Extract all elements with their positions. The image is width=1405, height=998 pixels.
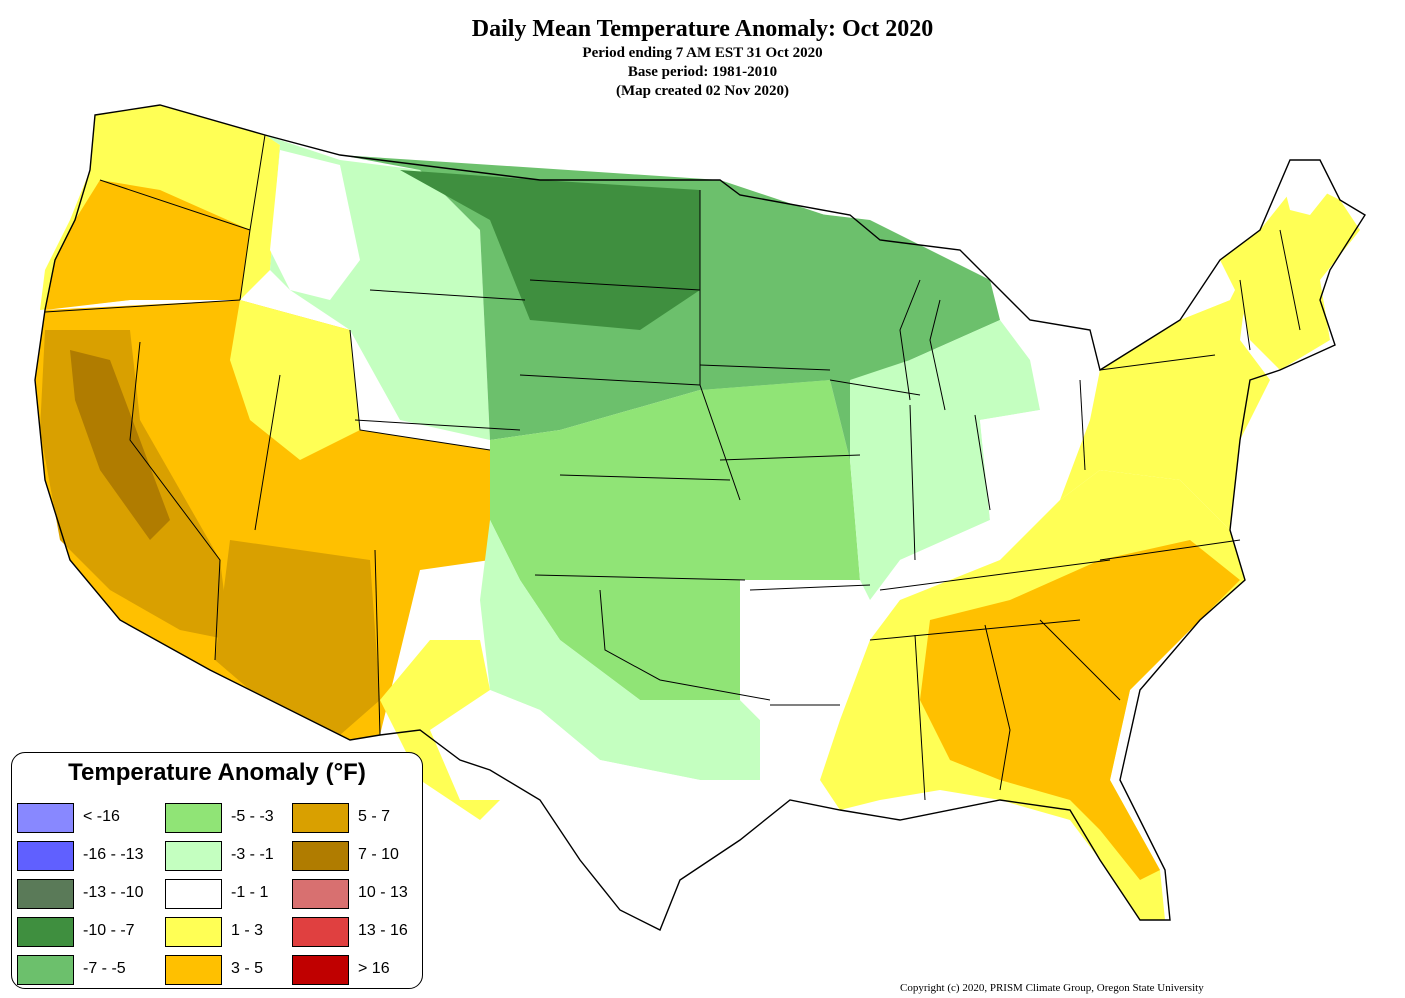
region-lower-mississippi bbox=[740, 580, 870, 780]
border-il-in bbox=[909, 404, 916, 561]
border-ks-ok bbox=[534, 574, 746, 581]
legend-swatch bbox=[165, 803, 222, 833]
border-ut-co bbox=[349, 329, 491, 451]
region-new-england bbox=[1220, 180, 1360, 370]
region-arizona-warm bbox=[215, 540, 380, 735]
legend-swatch bbox=[292, 879, 349, 909]
legend-label: 3 - 5 bbox=[231, 960, 264, 977]
border-new-england bbox=[1239, 229, 1301, 351]
border-mt-wy bbox=[369, 289, 526, 301]
map-title: Daily Mean Temperature Anomaly: Oct 2020 bbox=[471, 16, 934, 42]
legend-label: -16 - -13 bbox=[83, 846, 144, 863]
region-idaho-neutral bbox=[270, 150, 360, 300]
region-southwest-anomaly bbox=[35, 300, 490, 740]
region-sierra-very-warm bbox=[70, 350, 170, 540]
legend-swatch bbox=[17, 917, 74, 947]
legend-label: < -16 bbox=[83, 808, 120, 825]
border-wi-il bbox=[829, 379, 921, 396]
border-nd-sd bbox=[529, 279, 701, 291]
border-tn-ms-al-ga bbox=[869, 619, 1081, 641]
map-title-block: Daily Mean Temperature Anomaly: Oct 2020… bbox=[0, 14, 1405, 101]
legend-label: -7 - -5 bbox=[83, 960, 126, 977]
border-sd-ne bbox=[519, 374, 701, 386]
region-new-york-neutral bbox=[1100, 260, 1230, 370]
copyright-text: Copyright (c) 2020, PRISM Climate Group,… bbox=[900, 982, 1204, 994]
legend-swatch bbox=[17, 803, 74, 833]
region-upper-midwest bbox=[700, 200, 1000, 460]
region-ohio-valley bbox=[900, 410, 1090, 580]
border-ky-tn bbox=[879, 559, 1111, 591]
border-ga-sc bbox=[1039, 619, 1121, 701]
border-ms-al bbox=[914, 634, 926, 801]
legend-label: 7 - 10 bbox=[358, 846, 399, 863]
map-subtitle-base: Base period: 1981-2010 bbox=[627, 64, 778, 80]
legend-swatch bbox=[292, 803, 349, 833]
border-az-nm bbox=[374, 549, 381, 736]
region-dakotas-cold bbox=[400, 170, 700, 330]
border-mo-ar bbox=[749, 584, 871, 591]
border-ok-tx bbox=[599, 589, 771, 701]
region-southeast-hot bbox=[920, 540, 1240, 880]
conus-outline bbox=[34, 104, 1366, 931]
legend-label: -3 - -1 bbox=[231, 846, 274, 863]
region-texas-neutral bbox=[430, 690, 800, 930]
region-great-basin-mixed bbox=[230, 300, 360, 460]
legend-label: -5 - -3 bbox=[231, 808, 274, 825]
border-wy-co bbox=[354, 419, 521, 431]
border-mn-ia bbox=[699, 364, 831, 371]
border-nv-ut bbox=[254, 374, 281, 531]
legend-box: Temperature Anomaly (°F) < -16 -16 - -13 -… bbox=[11, 752, 423, 989]
legend-label: 10 - 13 bbox=[358, 884, 408, 901]
conus-fill bbox=[35, 105, 1360, 930]
state-borders bbox=[34, 104, 1366, 931]
legend-label: -1 - 1 bbox=[231, 884, 269, 901]
legend-label: > 16 bbox=[358, 960, 390, 977]
border-dakotas-mn bbox=[699, 190, 741, 501]
border-ne-ks bbox=[559, 474, 731, 481]
legend-label: 1 - 3 bbox=[231, 922, 264, 939]
border-ca-nv bbox=[129, 341, 221, 661]
legend-label: -13 - -10 bbox=[83, 884, 144, 901]
region-central-plains bbox=[490, 380, 860, 700]
legend-swatch bbox=[165, 955, 222, 985]
region-northern-maine bbox=[1280, 150, 1330, 215]
legend-swatch bbox=[165, 841, 222, 871]
border-al-ga bbox=[984, 624, 1011, 791]
border-pa-ny bbox=[1099, 354, 1216, 371]
legend-swatch bbox=[165, 879, 222, 909]
border-ia-mo bbox=[719, 454, 861, 461]
legend-swatch bbox=[17, 879, 74, 909]
legend-swatch bbox=[165, 917, 222, 947]
legend-swatch bbox=[17, 955, 74, 985]
border-oh-pa bbox=[1079, 379, 1086, 471]
map-subtitle-period: Period ending 7 AM EST 31 Oct 2020 bbox=[582, 45, 823, 61]
lake-michigan-shore bbox=[899, 279, 946, 411]
legend-swatch bbox=[292, 955, 349, 985]
border-in-oh bbox=[974, 414, 991, 511]
region-southern-plains-light bbox=[480, 520, 760, 780]
region-texas-panhandle-warm bbox=[380, 640, 500, 820]
border-nc-sc-va bbox=[1099, 539, 1241, 561]
legend-swatch bbox=[17, 841, 74, 871]
border-or-ca bbox=[44, 299, 241, 313]
legend-label: -10 - -7 bbox=[83, 922, 135, 939]
legend-title: Temperature Anomaly (°F) bbox=[68, 759, 366, 786]
map-subtitle-created: (Map created 02 Nov 2020) bbox=[615, 83, 790, 99]
legend-swatch bbox=[292, 917, 349, 947]
region-great-lakes-light bbox=[850, 320, 1040, 600]
legend-label: 5 - 7 bbox=[358, 808, 391, 825]
region-mid-atlantic bbox=[1060, 260, 1270, 530]
legend-label: 13 - 16 bbox=[358, 922, 408, 939]
border-wa-or bbox=[99, 179, 251, 231]
legend-swatch bbox=[292, 841, 349, 871]
border-id-west bbox=[239, 134, 266, 301]
